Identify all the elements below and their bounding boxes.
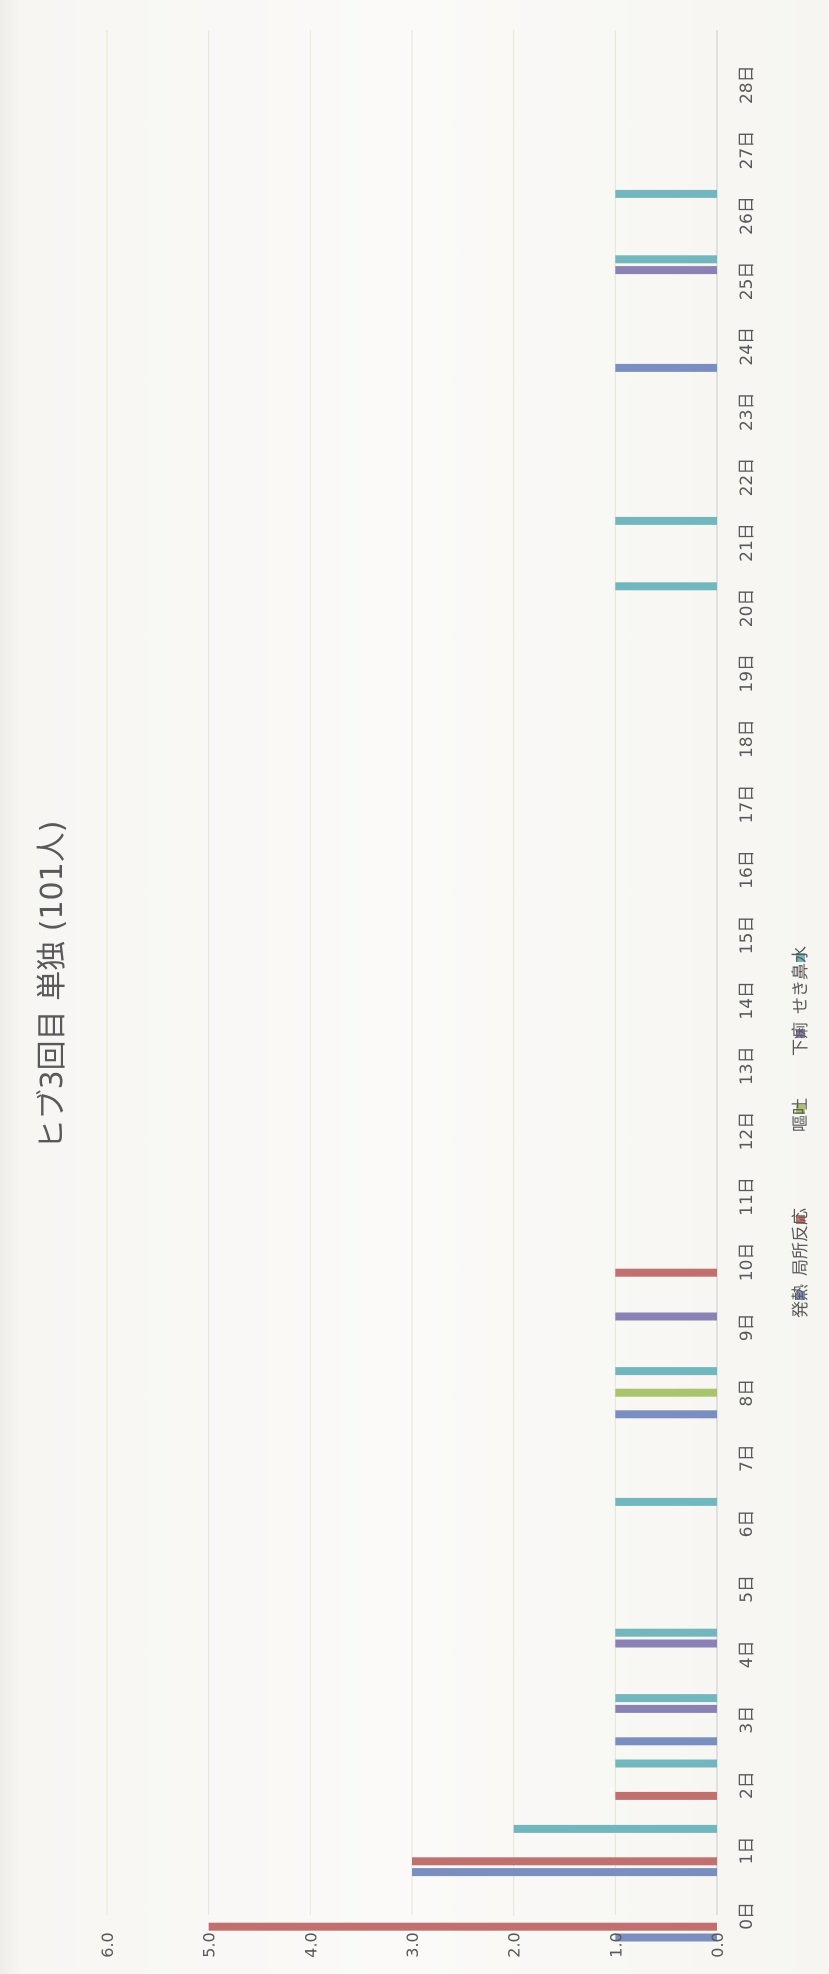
x-tick-label: 1日 xyxy=(737,1837,757,1865)
bar xyxy=(615,1737,717,1746)
bar xyxy=(615,266,717,275)
x-tick-label: 21日 xyxy=(737,523,757,562)
legend: 発熱 局所反応 嘔吐 下痢 せき鼻水 xyxy=(791,946,811,1318)
legend-label: せき鼻水 xyxy=(791,946,811,1014)
x-tick-label: 15日 xyxy=(737,916,757,955)
y-tick-label: 2.0 xyxy=(505,1932,524,1957)
bar xyxy=(615,1312,717,1321)
bar xyxy=(615,1410,717,1419)
x-tick-label: 23日 xyxy=(737,392,757,431)
bar xyxy=(615,189,717,198)
legend-swatch xyxy=(796,1291,805,1300)
bar xyxy=(615,1759,717,1768)
bar xyxy=(615,1639,717,1648)
y-tick-label: 1.0 xyxy=(606,1932,625,1957)
x-tick-label: 16日 xyxy=(737,850,757,889)
bar xyxy=(412,1857,717,1866)
legend-swatch xyxy=(796,1029,805,1038)
x-tick-label: 4日 xyxy=(737,1640,757,1668)
x-tick-label: 7日 xyxy=(737,1444,757,1472)
bar xyxy=(615,1388,717,1397)
y-tick-label: 5.0 xyxy=(200,1932,219,1957)
x-tick-label: 20日 xyxy=(737,589,757,628)
bar xyxy=(208,1922,717,1931)
x-tick-label: 25日 xyxy=(737,262,757,301)
bar xyxy=(615,582,717,591)
y-tick-label: 3.0 xyxy=(403,1932,422,1957)
x-tick-label: 24日 xyxy=(737,327,757,366)
bar xyxy=(615,1704,717,1713)
bars xyxy=(208,189,717,1942)
x-tick-label: 19日 xyxy=(737,654,757,693)
bar xyxy=(615,1694,717,1703)
x-tick-label: 2日 xyxy=(737,1771,757,1799)
x-tick-label: 11日 xyxy=(737,1177,757,1216)
x-tick-label: 6日 xyxy=(737,1510,757,1538)
y-tick-label: 6.0 xyxy=(98,1932,117,1957)
x-tick-label: 26日 xyxy=(737,196,757,235)
bar xyxy=(615,1628,717,1637)
x-tick-label: 27日 xyxy=(737,131,757,170)
y-axis-ticks: 0.0 1.0 2.0 3.0 4.0 5.0 6.0 xyxy=(98,1932,727,1957)
legend-swatch xyxy=(796,1215,805,1224)
bar xyxy=(615,516,717,525)
x-tick-label: 18日 xyxy=(737,719,757,758)
bar xyxy=(615,1497,717,1506)
bar xyxy=(615,1791,717,1800)
bar xyxy=(615,255,717,264)
x-tick-label: 10日 xyxy=(737,1243,757,1282)
x-tick-label: 28日 xyxy=(737,65,757,104)
x-tick-label: 3日 xyxy=(737,1706,757,1734)
bar xyxy=(615,363,717,372)
x-tick-label: 17日 xyxy=(737,785,757,824)
x-tick-label: 14日 xyxy=(737,981,757,1020)
legend-swatch xyxy=(796,1105,805,1114)
bar xyxy=(513,1824,717,1833)
y-tick-label: 0.0 xyxy=(708,1932,727,1957)
legend-label: 下痢 xyxy=(791,1022,811,1056)
legend-label: 嘔吐 xyxy=(791,1098,811,1132)
x-tick-label: 12日 xyxy=(737,1112,757,1151)
bar xyxy=(615,1933,717,1942)
x-tick-label: 0日 xyxy=(737,1902,757,1930)
x-tick-label: 8日 xyxy=(737,1379,757,1407)
y-tick-label: 4.0 xyxy=(301,1932,320,1957)
x-tick-label: 5日 xyxy=(737,1575,757,1603)
x-tick-label: 13日 xyxy=(737,1046,757,1085)
legend-swatch xyxy=(796,953,805,962)
chart-title: ヒブ3回目 単独 (101人) xyxy=(35,821,70,1150)
legend-label: 局所反応 xyxy=(791,1208,811,1276)
legend-label: 発熱 xyxy=(791,1284,811,1318)
bar xyxy=(615,1268,717,1277)
bar xyxy=(412,1868,717,1877)
grid xyxy=(106,30,718,1915)
x-tick-label: 9日 xyxy=(737,1313,757,1341)
bar xyxy=(615,1367,717,1376)
x-tick-label: 22日 xyxy=(737,458,757,497)
x-axis-ticks: 0日 1日 2日 3日 4日 5日 6日 7日 8日 9日 10日 11日 12日 13日 14日 15日 16… xyxy=(737,65,757,1929)
